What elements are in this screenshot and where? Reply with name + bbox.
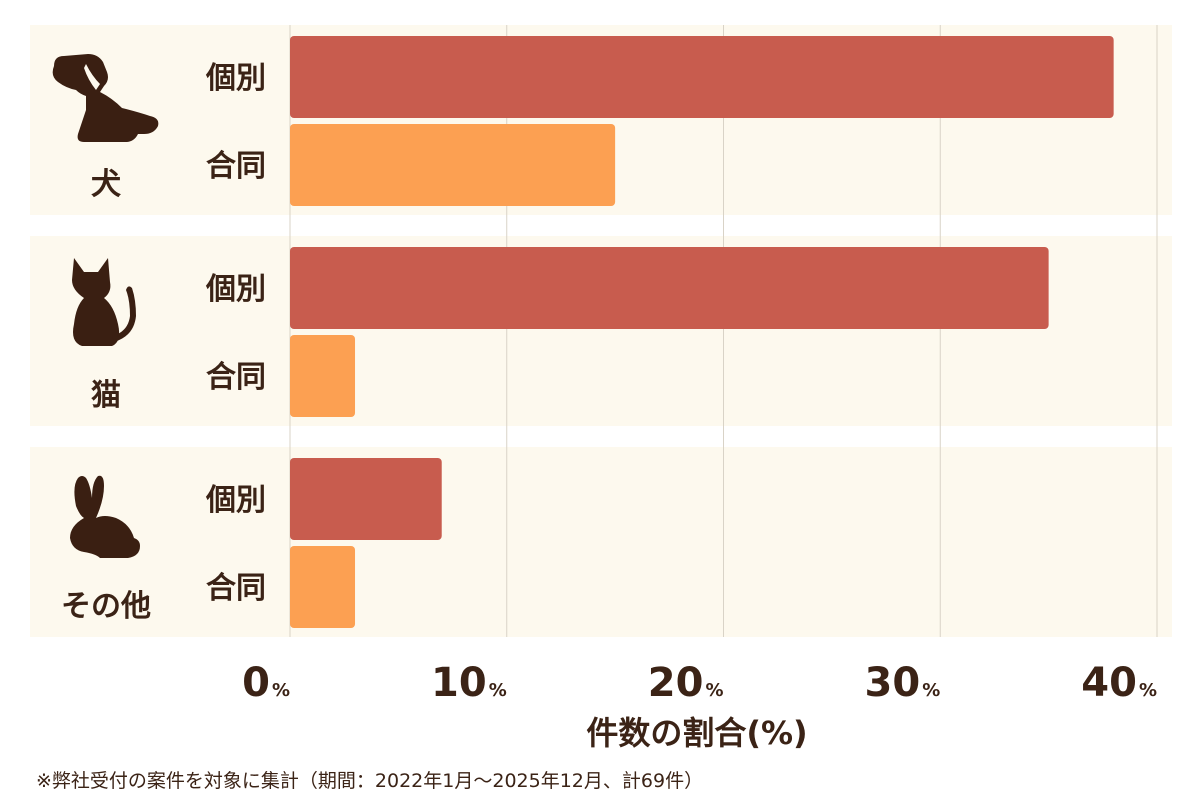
x-tick-label: 40% xyxy=(1081,660,1157,706)
x-tick-label: 30% xyxy=(865,660,941,706)
series-label: 個別 xyxy=(205,61,266,96)
x-tick-label: 20% xyxy=(648,660,724,706)
bar-3-1 xyxy=(290,458,442,540)
x-tick-label: 10% xyxy=(431,660,507,706)
bar-2-2 xyxy=(290,335,356,417)
series-label: 個別 xyxy=(205,483,266,518)
bar-1-2 xyxy=(290,124,616,206)
x-tick-label: 0% xyxy=(242,660,290,706)
group-panel-3 xyxy=(30,447,1172,637)
x-axis-label: 件数の割合(%) xyxy=(586,714,807,752)
bar-3-2 xyxy=(290,546,356,628)
series-label: 合同 xyxy=(206,149,266,184)
rabbit-icon xyxy=(70,475,140,558)
series-label: 個別 xyxy=(205,272,266,307)
bar-2-1 xyxy=(290,247,1049,329)
series-label: 合同 xyxy=(206,571,266,606)
series-label: 合同 xyxy=(206,360,266,395)
group-label: 犬 xyxy=(91,167,121,202)
x-axis-ticks: 0% 10% 20% 30% 40% xyxy=(242,660,1157,706)
group-label: 猫 xyxy=(91,378,121,413)
bars xyxy=(290,36,1114,628)
dog-icon xyxy=(52,54,159,142)
bar-1-1 xyxy=(290,36,1114,118)
group-label: その他 xyxy=(61,589,151,624)
cat-icon xyxy=(72,258,136,346)
footnote: ※弊社受付の案件を対象に集計（期間：2022年1月〜2025年12月、計69件） xyxy=(36,770,704,792)
